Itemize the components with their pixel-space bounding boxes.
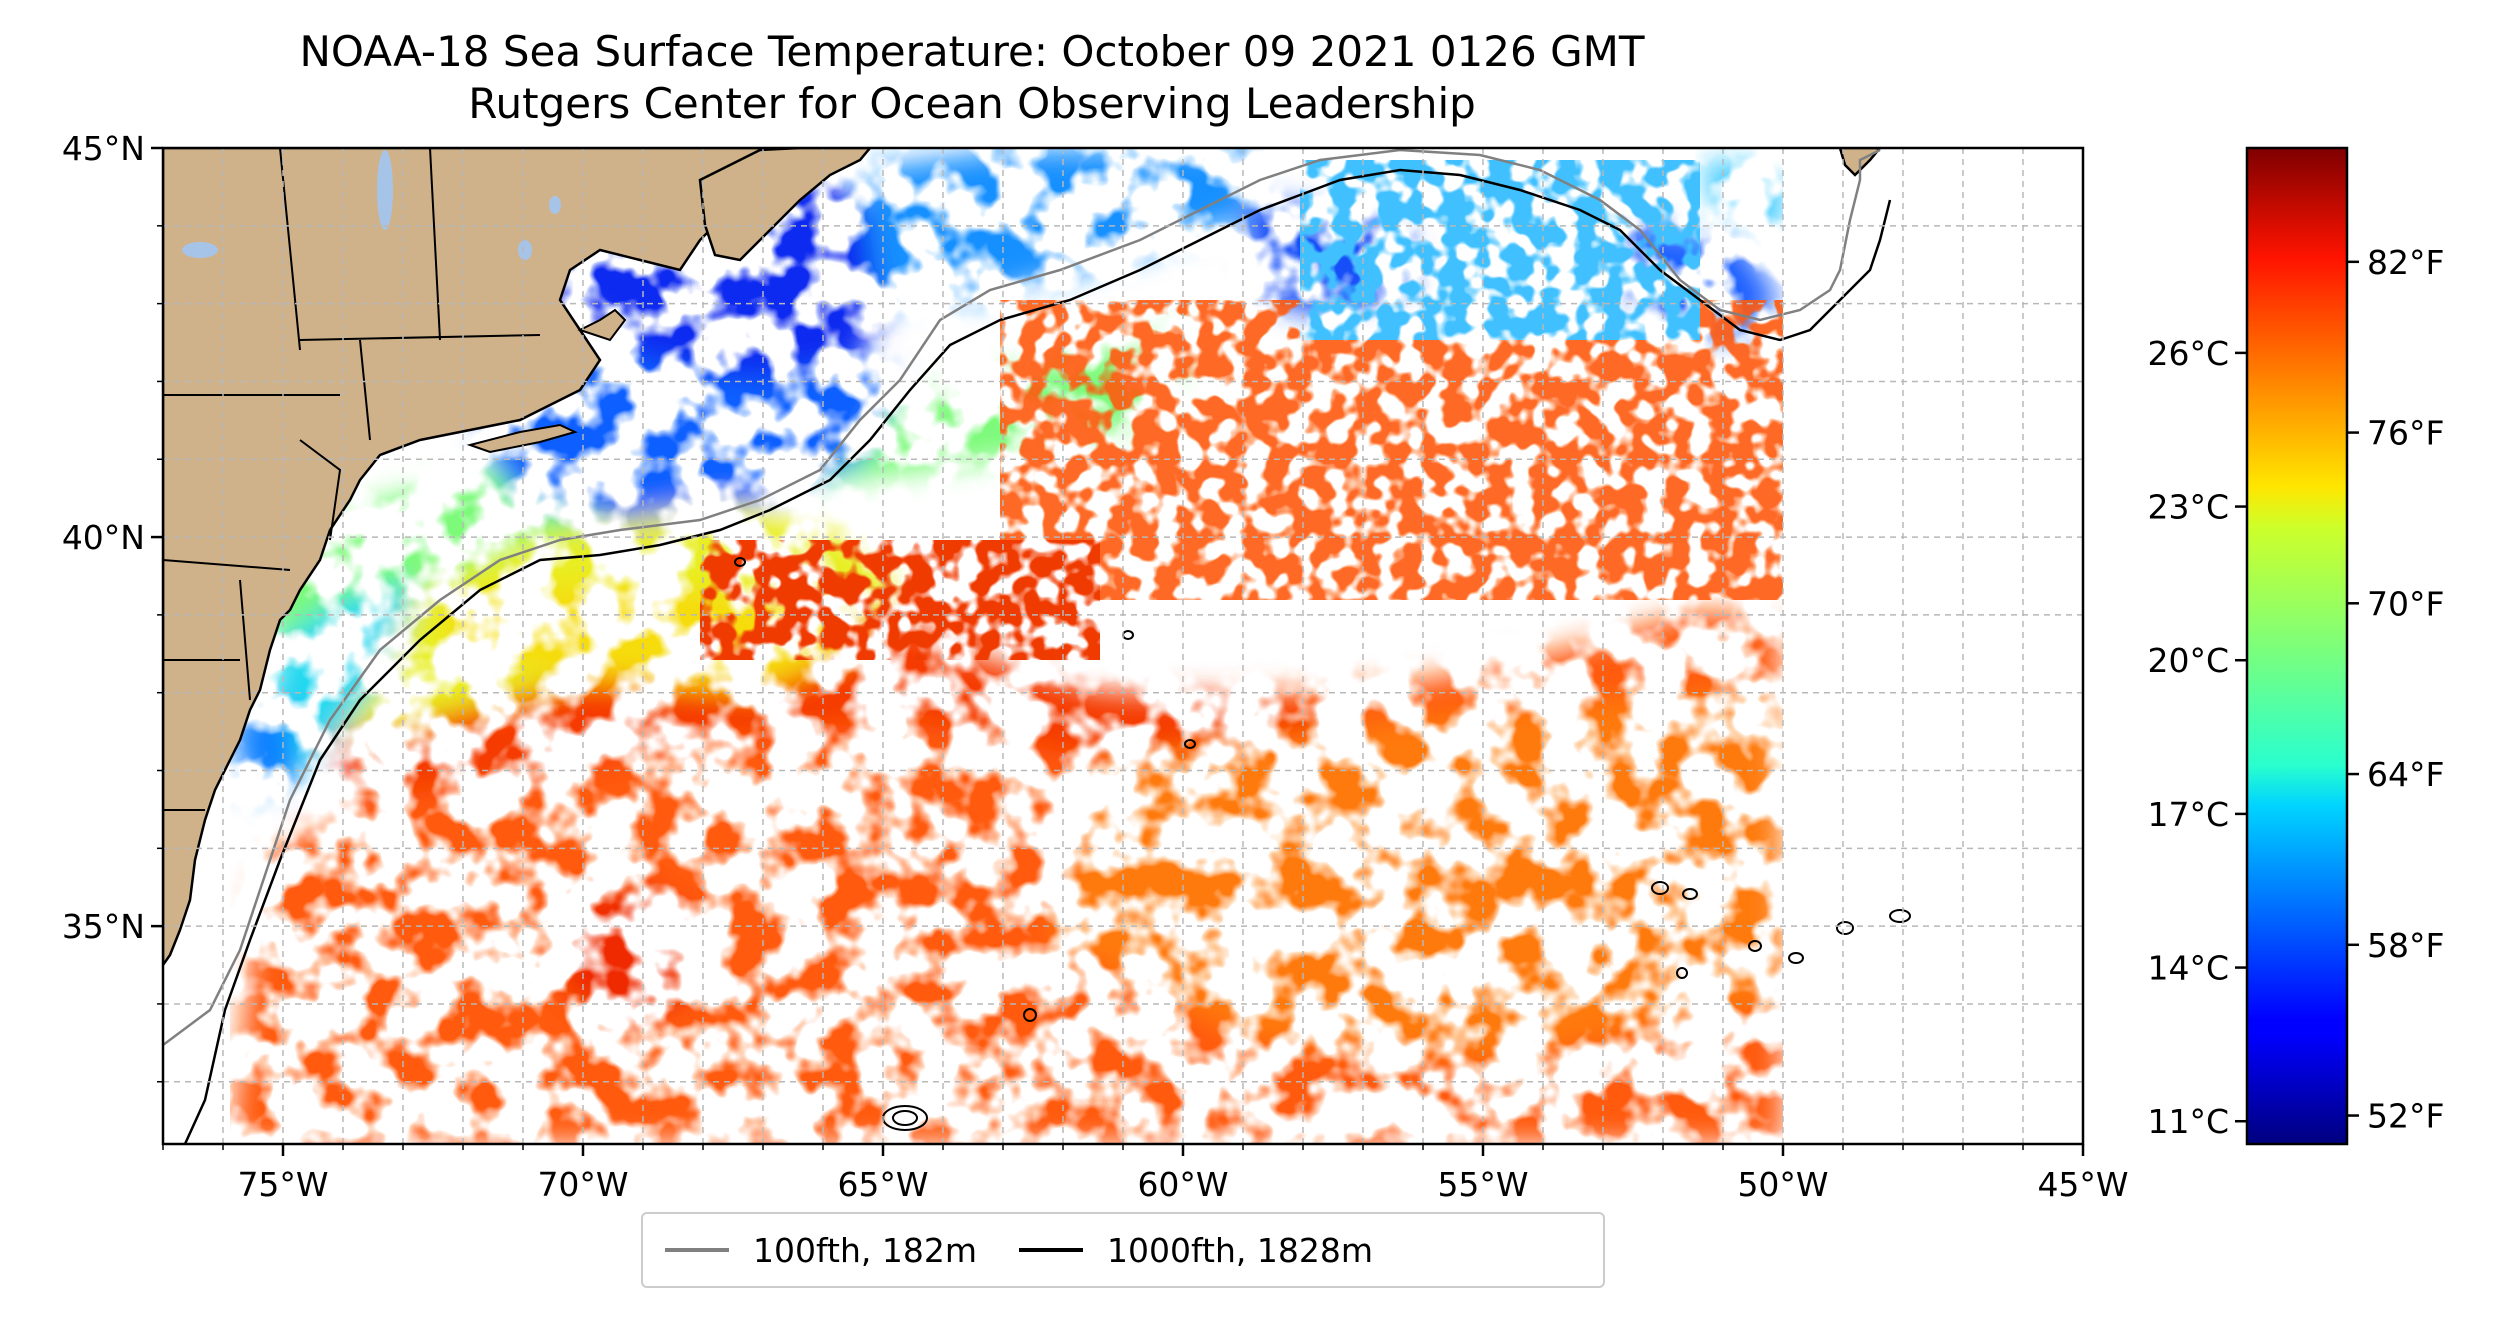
x-tick-label: 70°W [537,1165,628,1204]
x-tick-label: 65°W [837,1165,928,1204]
sst-gulf-stream [310,600,1400,800]
x-tick-label: 75°W [237,1165,328,1204]
legend-swatch-100fth [665,1248,729,1252]
y-tick-label: 40°N [62,518,145,557]
x-tick-label: 50°W [1737,1165,1828,1204]
legend-item-100fth: 100fth, 182m [643,1231,977,1270]
state-borders [163,148,541,811]
x-tick-label: 60°W [1137,1165,1228,1204]
map-legend: 100fth, 182m 1000fth, 1828m [641,1212,1605,1288]
x-tick-label: 45°W [2037,1165,2128,1204]
y-tick-label: 45°N [62,129,145,168]
y-tick-label: 35°N [62,907,145,946]
map-ticks: 75°W 70°W 65°W 60°W 55°W 50°W 45°W 45°N 40°N 35°N [62,129,2129,1204]
legend-label-1000fth: 1000fth, 1828m [1107,1230,1373,1270]
lakes [182,150,561,260]
sst-shelf-north-cyan [1700,160,1783,230]
x-tick-label: 55°W [1437,1165,1528,1204]
sst-shelf-green [260,330,1200,700]
sst-shelf-cyan [260,580,420,800]
sst-scotian-shelf [860,148,1260,300]
title-line-1: NOAA-18 Sea Surface Temperature: October… [299,27,1645,76]
sst-south-orange [1050,690,1783,1060]
graticule [163,148,2083,1144]
title-line-2: Rutgers Center for Ocean Observing Leade… [468,79,1476,128]
legend-label-100fth: 100fth, 182m [753,1230,977,1270]
contour-100fth [163,148,1881,1047]
sst-speckles [700,160,1783,660]
map-title: NOAA-18 Sea Surface Temperature: October… [0,26,1944,130]
sst-field [230,148,1783,1144]
legend-swatch-1000fth [1019,1248,1083,1252]
sst-warm-ring [560,880,700,1030]
contour-1000fth [183,168,1892,1144]
cape-cod [577,308,627,342]
legend-item-1000fth: 1000fth, 1828m [997,1231,1373,1270]
